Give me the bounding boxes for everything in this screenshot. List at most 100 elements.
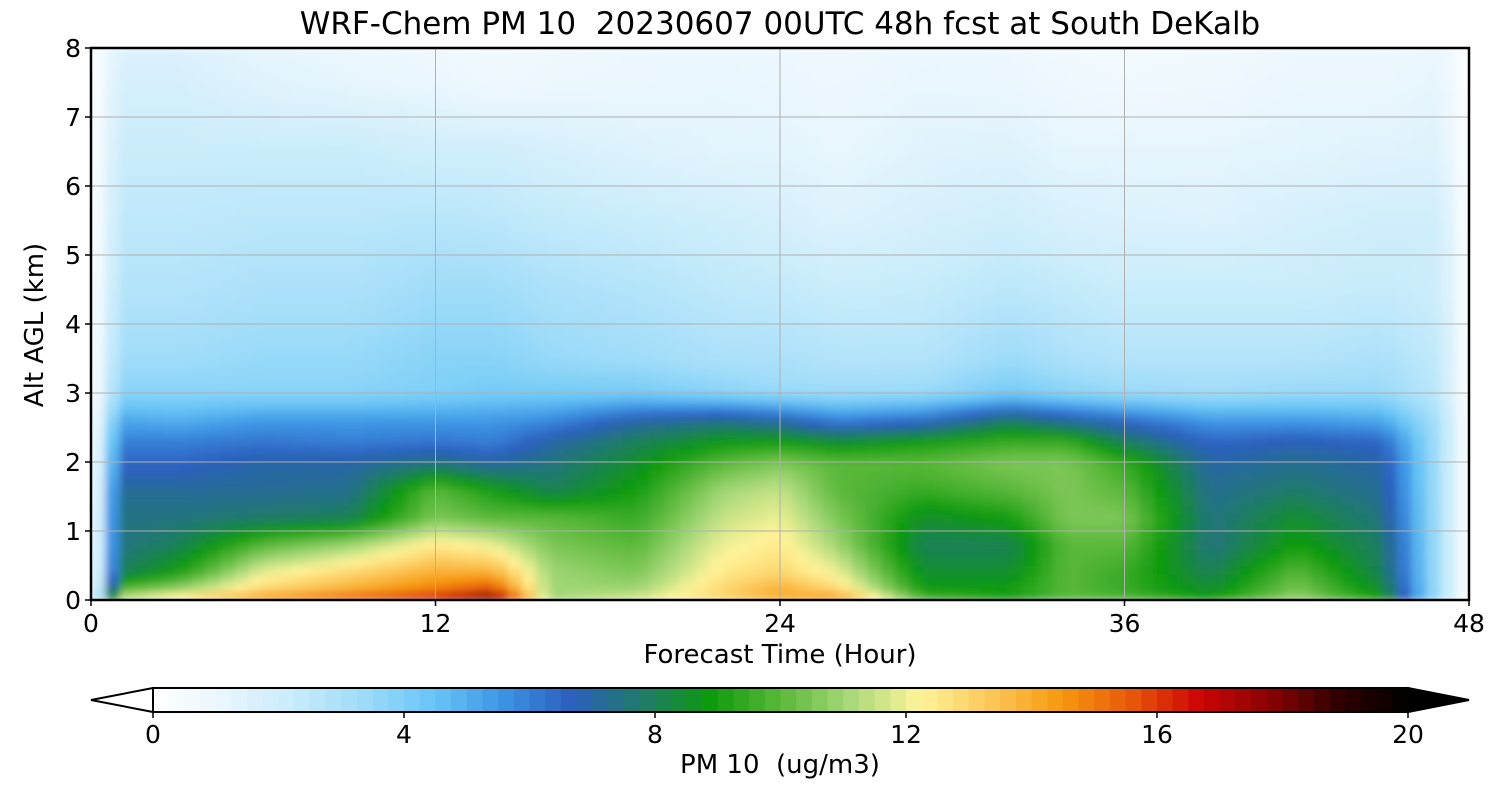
heatmap-cell bbox=[794, 358, 810, 368]
heatmap-cell bbox=[894, 341, 910, 351]
heatmap-cell bbox=[507, 410, 523, 420]
heatmap-cell bbox=[378, 367, 394, 377]
heatmap-cell bbox=[923, 496, 939, 506]
heatmap-cell bbox=[1425, 341, 1442, 351]
heatmap-cell bbox=[980, 418, 997, 429]
heatmap-cell bbox=[1354, 237, 1370, 248]
heatmap-cell bbox=[1224, 306, 1241, 317]
heatmap-cell bbox=[1339, 289, 1355, 299]
heatmap-cell bbox=[550, 410, 566, 420]
heatmap-cell bbox=[1124, 539, 1140, 550]
heatmap-cell bbox=[722, 168, 738, 179]
heatmap-cell bbox=[751, 151, 767, 161]
heatmap-cell bbox=[1382, 289, 1399, 299]
heatmap-cell bbox=[636, 177, 652, 187]
heatmap-cell bbox=[923, 229, 939, 239]
heatmap-cell bbox=[148, 591, 164, 600]
heatmap-cell bbox=[277, 384, 293, 394]
heatmap-cell bbox=[1138, 505, 1154, 515]
heatmap-cell bbox=[205, 375, 221, 386]
heatmap-cell bbox=[579, 220, 595, 230]
heatmap-cell bbox=[1454, 522, 1469, 532]
heatmap-cell bbox=[1282, 177, 1298, 187]
heatmap-cell bbox=[1181, 401, 1198, 412]
heatmap-cell bbox=[320, 177, 336, 187]
heatmap-cell bbox=[478, 168, 494, 179]
heatmap-cell bbox=[866, 289, 882, 299]
heatmap-cell bbox=[1181, 211, 1198, 222]
heatmap-cell bbox=[1210, 324, 1226, 334]
heatmap-cell bbox=[1368, 582, 1384, 593]
heatmap-cell bbox=[248, 565, 265, 575]
heatmap-cell bbox=[550, 289, 566, 299]
heatmap-cell bbox=[1354, 505, 1370, 515]
heatmap-cell bbox=[291, 272, 308, 282]
heatmap-cell bbox=[751, 211, 767, 222]
heatmap-cell bbox=[492, 375, 509, 386]
heatmap-cell bbox=[1354, 401, 1370, 412]
heatmap-cell bbox=[277, 194, 293, 205]
heatmap-cell bbox=[593, 220, 609, 230]
heatmap-cell bbox=[1454, 289, 1469, 299]
heatmap-cell bbox=[751, 565, 767, 575]
heatmap-cell bbox=[966, 203, 982, 213]
heatmap-cell bbox=[1067, 151, 1083, 161]
heatmap-cell bbox=[837, 539, 853, 550]
heatmap-cell bbox=[1167, 324, 1183, 334]
heatmap-cell bbox=[177, 513, 193, 524]
heatmap-cell bbox=[1354, 462, 1370, 472]
heatmap-cell bbox=[148, 375, 164, 386]
heatmap-cell bbox=[923, 349, 939, 360]
heatmap-cell bbox=[550, 522, 566, 532]
heatmap-cell bbox=[564, 272, 580, 282]
heatmap-cell bbox=[880, 418, 896, 429]
heatmap-cell bbox=[1268, 375, 1284, 386]
heatmap-cell bbox=[1124, 168, 1140, 179]
heatmap-cell bbox=[435, 531, 451, 541]
heatmap-cell bbox=[1181, 410, 1198, 420]
heatmap-cell bbox=[593, 531, 609, 541]
heatmap-cell bbox=[1153, 341, 1169, 351]
heatmap-cell bbox=[909, 513, 925, 524]
heatmap-cell bbox=[837, 436, 853, 446]
heatmap-cell bbox=[995, 410, 1011, 420]
heatmap-cell bbox=[966, 531, 982, 541]
heatmap-cell bbox=[1095, 367, 1111, 377]
heatmap-cell bbox=[1095, 384, 1111, 394]
heatmap-cell bbox=[1052, 194, 1068, 205]
heatmap-cell bbox=[679, 315, 695, 325]
heatmap-cell bbox=[765, 574, 781, 584]
heatmap-cell bbox=[909, 306, 925, 317]
heatmap-cell bbox=[421, 505, 437, 515]
heatmap-cell bbox=[593, 418, 609, 429]
heatmap-cell bbox=[837, 367, 853, 377]
heatmap-cell bbox=[1339, 298, 1355, 308]
heatmap-cell bbox=[1397, 315, 1413, 325]
heatmap-cell bbox=[1024, 332, 1040, 343]
heatmap-cell bbox=[607, 324, 623, 334]
heatmap-cell bbox=[880, 453, 896, 463]
heatmap-cell bbox=[248, 410, 265, 420]
heatmap-cell bbox=[1095, 444, 1111, 455]
heatmap-cell bbox=[736, 401, 753, 412]
heatmap-cell bbox=[464, 203, 480, 213]
heatmap-cell bbox=[421, 349, 437, 360]
heatmap-cell bbox=[880, 513, 896, 524]
heatmap-cell bbox=[622, 427, 638, 437]
heatmap-cell bbox=[1081, 367, 1097, 377]
heatmap-cell bbox=[837, 418, 853, 429]
heatmap-cell bbox=[593, 453, 609, 463]
heatmap-cell bbox=[679, 160, 695, 170]
heatmap-cell bbox=[191, 177, 207, 187]
heatmap-cell bbox=[1239, 177, 1255, 187]
heatmap-cell bbox=[751, 194, 767, 205]
heatmap-cell bbox=[650, 211, 666, 222]
heatmap-cell bbox=[119, 332, 135, 343]
heatmap-cell bbox=[507, 539, 523, 550]
heatmap-cell bbox=[1224, 522, 1241, 532]
heatmap-cell bbox=[306, 367, 322, 377]
heatmap-cell bbox=[894, 444, 910, 455]
heatmap-cell bbox=[1296, 513, 1312, 524]
heatmap-cell bbox=[162, 574, 178, 584]
heatmap-cell bbox=[1311, 315, 1327, 325]
